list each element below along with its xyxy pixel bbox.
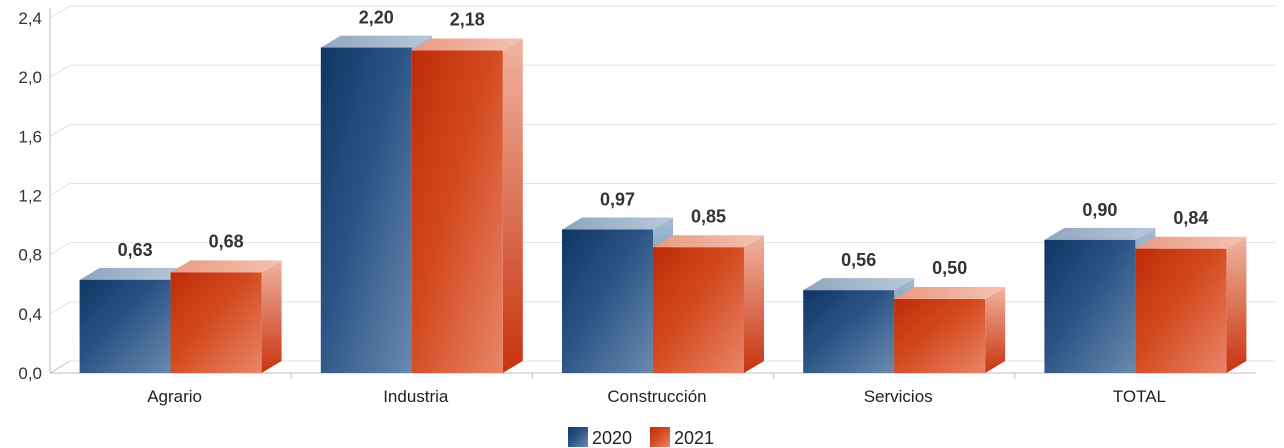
bar-2020-Industria bbox=[320, 47, 412, 373]
grid-line-depth bbox=[49, 242, 71, 256]
x-category-label: Agrario bbox=[147, 387, 202, 406]
y-tick-label: 0,0 bbox=[18, 364, 42, 383]
data-label-2020-Servicios: 0,56 bbox=[841, 250, 876, 270]
bar-2021-Agrario-top bbox=[170, 260, 282, 273]
legend-swatch-2021 bbox=[650, 427, 670, 447]
data-label-2020-Agrario: 0,63 bbox=[118, 240, 153, 260]
bar-2021-Servicios bbox=[894, 299, 986, 373]
bar-2021-Industria bbox=[411, 50, 503, 374]
bar-2020-TOTAL-top bbox=[1044, 227, 1156, 240]
bar-2021-Servicios-side bbox=[985, 287, 1006, 373]
data-label-2021-Servicios: 0,50 bbox=[932, 258, 967, 278]
grid-line-depth bbox=[49, 64, 71, 78]
y-tick-label: 0,4 bbox=[18, 305, 42, 324]
legend-label-2020: 2020 bbox=[592, 428, 632, 448]
grid-line-depth bbox=[49, 5, 71, 19]
bar-2021-Agrario-side bbox=[261, 260, 282, 373]
grid-line-depth bbox=[49, 183, 71, 196]
data-label-2020-Industria: 2,20 bbox=[359, 8, 394, 28]
x-category-label: Servicios bbox=[864, 387, 933, 406]
y-tick-label: 0,8 bbox=[18, 246, 42, 265]
bar-2020-Servicios-top bbox=[803, 278, 915, 291]
bar-2020-Servicios bbox=[803, 290, 895, 373]
grid-line-depth bbox=[49, 301, 71, 315]
data-label-2021-Agrario: 0,68 bbox=[209, 231, 244, 251]
bar-2021-Construcción bbox=[653, 247, 744, 373]
bar-2021-TOTAL bbox=[1135, 248, 1227, 373]
bar-2020-Agrario-top bbox=[79, 267, 191, 280]
floor-depth-line bbox=[49, 360, 71, 374]
y-tick-label: 1,2 bbox=[18, 187, 42, 206]
data-label-2021-TOTAL: 0,84 bbox=[1173, 208, 1208, 228]
bar-2020-TOTAL bbox=[1044, 239, 1136, 373]
bar-2021-Construcción-top bbox=[653, 235, 764, 248]
data-labels: 0,63 0,68 2,20 2,18 0,97 0,85 0,56 0,50 0,90 0,84 bbox=[118, 8, 1209, 278]
y-tick-label: 2,0 bbox=[18, 68, 42, 87]
bar-2020-Industria-top bbox=[320, 35, 432, 48]
y-tick-label: 1,6 bbox=[18, 127, 42, 146]
legend-label-2021: 2021 bbox=[674, 428, 714, 448]
bar-2020-Construcción-top bbox=[562, 217, 673, 230]
legend: 2020 2021 bbox=[568, 427, 714, 448]
bar-2021-Construcción-side bbox=[744, 235, 764, 373]
bar-2021-TOTAL-side bbox=[1226, 236, 1247, 373]
bar-2021-Servicios-top bbox=[894, 287, 1006, 300]
bar-2020-Agrario bbox=[79, 279, 171, 373]
bar-2021-Industria-top bbox=[411, 38, 523, 51]
x-category-label: TOTAL bbox=[1113, 387, 1166, 406]
bar-2021-TOTAL-top bbox=[1135, 236, 1247, 249]
x-category-label: Construcción bbox=[607, 387, 706, 406]
data-label-2020-TOTAL: 0,90 bbox=[1082, 200, 1117, 220]
data-label-2021-Construcción: 0,85 bbox=[691, 206, 726, 226]
bar-2021-Industria-side bbox=[502, 38, 523, 374]
legend-swatch-2020 bbox=[568, 427, 588, 447]
grid-line-depth bbox=[49, 123, 71, 137]
bar-2021-Agrario bbox=[170, 272, 262, 373]
data-label-2021-Industria: 2,18 bbox=[450, 10, 485, 30]
y-tick-label: 2,4 bbox=[18, 9, 42, 28]
bars bbox=[79, 35, 1247, 374]
x-category-label: Industria bbox=[383, 387, 449, 406]
data-label-2020-Construcción: 0,97 bbox=[600, 190, 635, 210]
bar-2020-Construcción bbox=[562, 229, 653, 373]
